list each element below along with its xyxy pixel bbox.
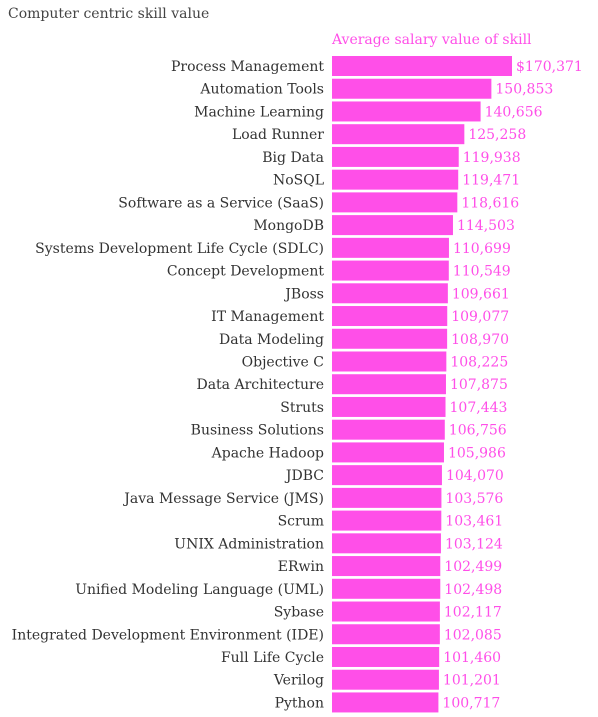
value-label: 103,576 [445, 491, 503, 507]
category-label: Objective C [242, 354, 324, 370]
category-label: Data Modeling [219, 332, 324, 348]
category-label: Business Solutions [191, 423, 324, 439]
bar [332, 669, 439, 690]
value-label: 103,461 [445, 514, 503, 530]
category-label: Unified Modeling Language (UML) [75, 582, 324, 598]
bar [332, 351, 447, 372]
bar [332, 260, 449, 281]
category-label: Machine Learning [194, 104, 324, 120]
category-label: Software as a Service (SaaS) [118, 195, 324, 211]
bar [332, 578, 441, 599]
bar [332, 56, 512, 76]
value-label: 102,499 [444, 559, 502, 575]
category-label: Automation Tools [199, 82, 324, 98]
category-label: Full Life Cycle [221, 650, 324, 666]
bar [332, 328, 448, 349]
bar [332, 192, 458, 213]
category-label: Integrated Development Environment (IDE) [12, 627, 324, 643]
category-label: Data Architecture [196, 377, 324, 393]
category-label: Scrum [278, 514, 324, 530]
category-label: Systems Development Life Cycle (SDLC) [35, 241, 324, 257]
bar [332, 692, 439, 713]
category-label: Apache Hadoop [211, 445, 324, 461]
value-label: 102,117 [444, 605, 502, 621]
value-label: 105,986 [448, 445, 506, 461]
chart-title: Computer centric skill value [8, 6, 210, 22]
value-label: 110,549 [453, 264, 511, 280]
bar [332, 146, 459, 167]
value-label: 107,443 [450, 400, 508, 416]
value-label: 101,201 [443, 673, 501, 689]
value-label: 150,853 [495, 82, 553, 98]
value-label: 107,875 [450, 377, 508, 393]
value-label: 100,717 [442, 695, 500, 711]
value-label: 140,656 [485, 104, 543, 120]
bar [332, 487, 442, 508]
category-label: JDBC [284, 468, 324, 484]
bar [332, 306, 448, 327]
value-label: 102,085 [444, 627, 502, 643]
bar [332, 533, 441, 554]
bar [332, 124, 465, 145]
value-label: 106,756 [449, 423, 507, 439]
value-label: 110,699 [453, 241, 511, 257]
bar [332, 601, 440, 622]
category-label: Load Runner [232, 127, 324, 143]
value-label: 104,070 [446, 468, 504, 484]
bar [332, 556, 441, 577]
bar [332, 646, 440, 667]
category-label: Python [275, 695, 324, 711]
value-label: 109,077 [451, 309, 509, 325]
category-label: Concept Development [167, 264, 324, 280]
category-label: Verilog [273, 673, 324, 689]
value-label: $170,371 [516, 59, 583, 75]
value-label: 102,498 [444, 582, 502, 598]
bar [332, 101, 481, 122]
category-label: JBoss [283, 286, 324, 302]
bar [332, 237, 449, 258]
category-label: NoSQL [273, 173, 324, 189]
category-label: ERwin [278, 559, 324, 575]
category-label: Struts [280, 400, 324, 416]
value-label: 108,225 [450, 354, 508, 370]
bar [332, 396, 446, 417]
bar [332, 465, 442, 486]
bar [332, 442, 444, 463]
category-label: UNIX Administration [174, 536, 324, 552]
value-label: 103,124 [445, 536, 503, 552]
series-label: Average salary value of skill [332, 32, 532, 48]
bar [332, 215, 453, 236]
bar [332, 419, 445, 440]
category-label: Java Message Service (JMS) [122, 491, 324, 507]
bar [332, 169, 459, 190]
value-label: 118,616 [461, 195, 519, 211]
category-label: MongoDB [253, 218, 324, 234]
value-label: 119,938 [463, 150, 521, 166]
value-label: 109,661 [452, 286, 510, 302]
category-label: Process Management [171, 59, 324, 75]
category-label: IT Management [211, 309, 324, 325]
category-label: Sybase [274, 605, 324, 621]
value-label: 114,503 [457, 218, 515, 234]
category-label: Big Data [262, 150, 324, 166]
bar [332, 78, 492, 99]
bar [332, 624, 440, 645]
value-label: 119,471 [462, 173, 520, 189]
value-label: 101,460 [443, 650, 501, 666]
value-label: 125,258 [468, 127, 526, 143]
value-label: 108,970 [451, 332, 509, 348]
bar [332, 374, 446, 395]
bar [332, 510, 442, 531]
bar [332, 283, 448, 304]
